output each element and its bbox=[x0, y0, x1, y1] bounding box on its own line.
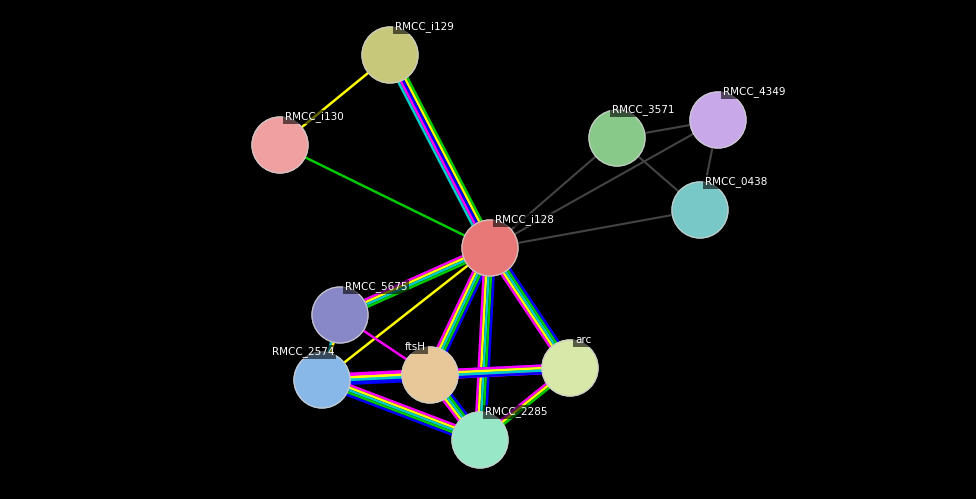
Text: RMCC_2285: RMCC_2285 bbox=[485, 406, 548, 417]
Text: arc: arc bbox=[575, 335, 591, 345]
Text: ftsH: ftsH bbox=[405, 342, 426, 352]
Text: RMCC_2574: RMCC_2574 bbox=[272, 346, 335, 357]
Text: RMCC_i130: RMCC_i130 bbox=[285, 111, 344, 122]
Circle shape bbox=[462, 220, 518, 276]
Circle shape bbox=[690, 92, 746, 148]
Circle shape bbox=[362, 27, 418, 83]
Circle shape bbox=[452, 412, 508, 468]
Text: RMCC_3571: RMCC_3571 bbox=[612, 104, 674, 115]
Circle shape bbox=[252, 117, 308, 173]
Text: RMCC_0438: RMCC_0438 bbox=[705, 176, 767, 187]
Text: RMCC_i129: RMCC_i129 bbox=[395, 21, 454, 32]
Circle shape bbox=[402, 347, 458, 403]
Circle shape bbox=[294, 352, 350, 408]
Text: RMCC_5675: RMCC_5675 bbox=[345, 281, 408, 292]
Circle shape bbox=[312, 287, 368, 343]
Circle shape bbox=[542, 340, 598, 396]
Text: RMCC_i128: RMCC_i128 bbox=[495, 214, 553, 225]
Text: RMCC_4349: RMCC_4349 bbox=[723, 86, 786, 97]
Circle shape bbox=[589, 110, 645, 166]
Circle shape bbox=[672, 182, 728, 238]
